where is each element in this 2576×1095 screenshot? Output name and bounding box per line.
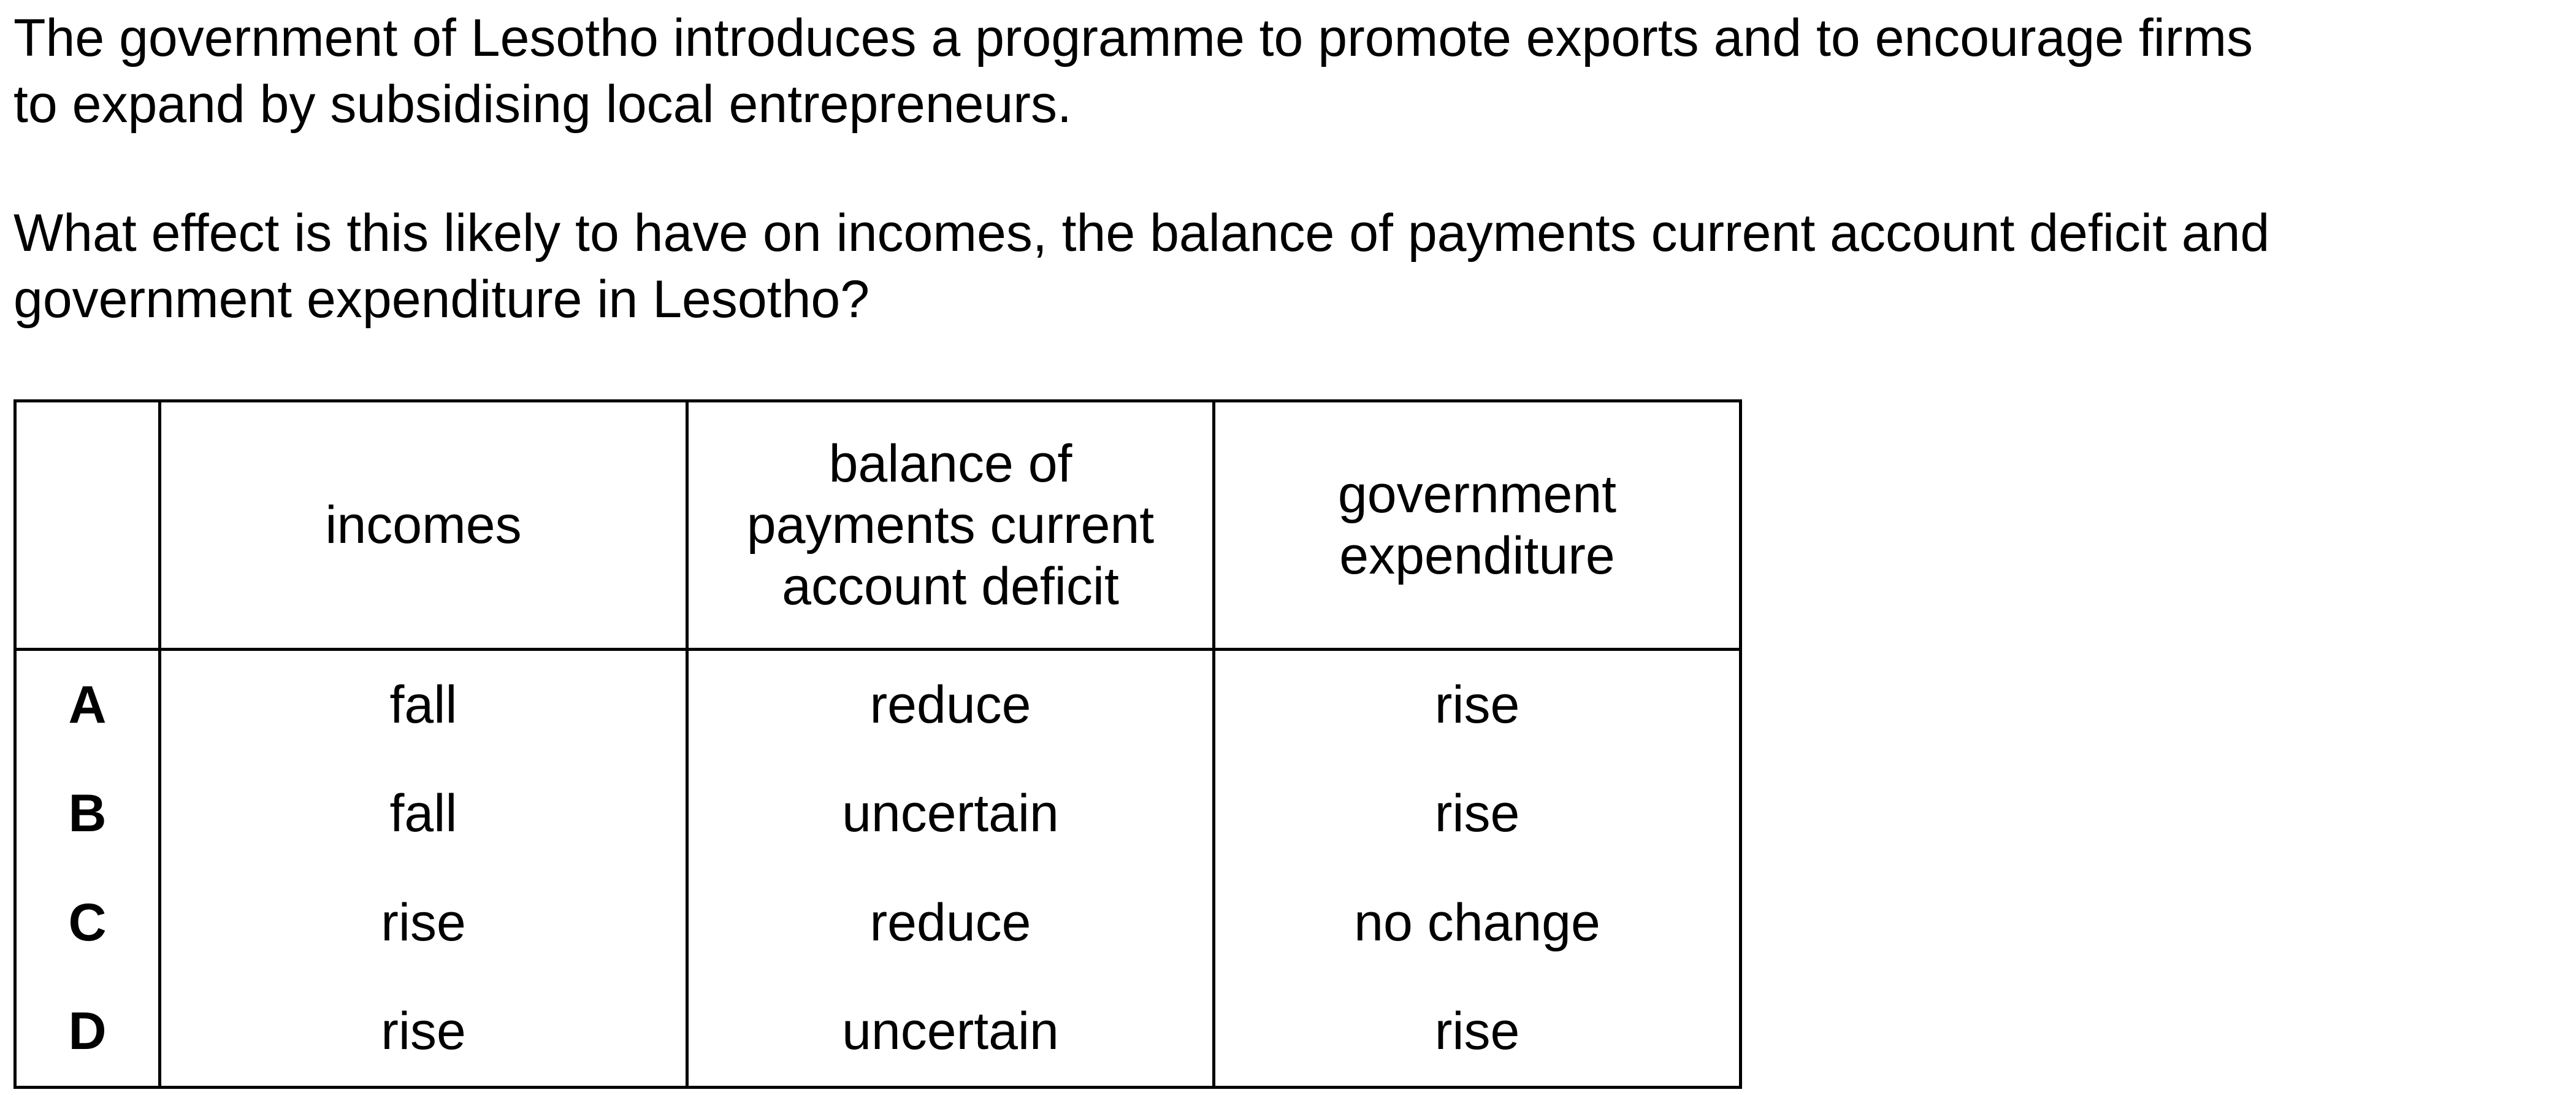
cell-government-expenditure: rise xyxy=(1212,977,1742,1089)
header-option-letter xyxy=(13,399,161,651)
question-stem-line: to expand by subsidising local entrepren… xyxy=(13,75,1072,134)
table-header-row: incomes balance of payments current acco… xyxy=(13,399,1742,651)
cell-balance-of-payments: reduce xyxy=(686,648,1215,760)
cell-balance-of-payments: uncertain xyxy=(686,977,1215,1089)
table-row: D rise uncertain rise xyxy=(13,977,1742,1089)
table-row: A fall reduce rise xyxy=(13,648,1742,760)
header-incomes: incomes xyxy=(158,399,689,651)
option-letter: C xyxy=(13,868,161,977)
cell-balance-of-payments: reduce xyxy=(686,868,1215,977)
answer-options-table: incomes balance of payments current acco… xyxy=(13,399,1742,1089)
option-letter: D xyxy=(13,977,161,1089)
cell-government-expenditure: rise xyxy=(1212,648,1742,760)
question-prompt: What effect is this likely to have on in… xyxy=(13,200,2558,332)
cell-incomes: rise xyxy=(158,868,689,977)
question-stem: The government of Lesotho introduces a p… xyxy=(13,5,2558,137)
cell-incomes: fall xyxy=(158,648,689,760)
header-balance-of-payments: balance of payments current account defi… xyxy=(686,399,1215,651)
cell-balance-of-payments: uncertain xyxy=(686,759,1215,869)
cell-government-expenditure: no change xyxy=(1212,868,1742,977)
question-prompt-line: What effect is this likely to have on in… xyxy=(13,204,2270,263)
table-row: B fall uncertain rise xyxy=(13,759,1742,869)
question-prompt-line: government expenditure in Lesotho? xyxy=(13,270,870,329)
question-text: The government of Lesotho introduces a p… xyxy=(13,5,2558,332)
cell-government-expenditure: rise xyxy=(1212,759,1742,869)
paragraph-gap xyxy=(13,137,2558,200)
header-government-expenditure: government expenditure xyxy=(1212,399,1742,651)
cell-incomes: rise xyxy=(158,977,689,1089)
cell-incomes: fall xyxy=(158,759,689,869)
option-letter: A xyxy=(13,648,161,760)
question-stem-line: The government of Lesotho introduces a p… xyxy=(13,9,2253,67)
table-row: C rise reduce no change xyxy=(13,868,1742,977)
option-letter: B xyxy=(13,759,161,869)
